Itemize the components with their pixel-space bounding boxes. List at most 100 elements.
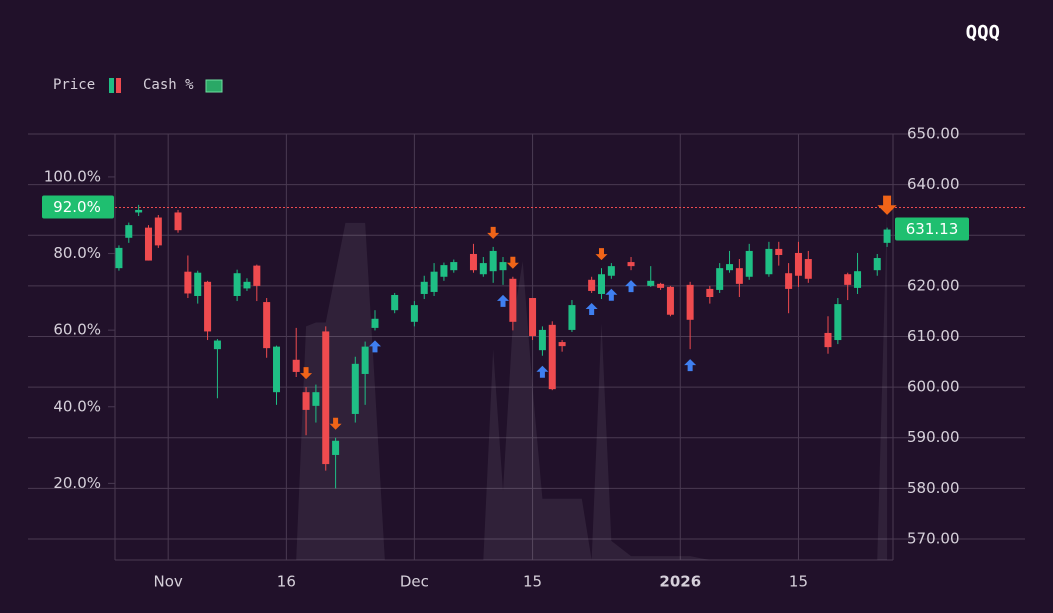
candle-body	[765, 248, 773, 275]
candle-body	[430, 271, 438, 292]
candle-body	[135, 209, 143, 213]
x-tick-label: 2026	[659, 573, 701, 591]
candle-body	[184, 271, 192, 294]
candle-body	[558, 342, 566, 347]
x-tick-label: 15	[789, 573, 808, 591]
candle-body	[322, 331, 330, 465]
legend-icon	[109, 78, 114, 93]
y-tick-label: 570.00	[907, 529, 960, 547]
sell-signal	[329, 417, 342, 430]
x-tick-label: 15	[523, 573, 542, 591]
buy-signal	[585, 302, 598, 315]
sell-signal	[487, 226, 500, 239]
candle-body	[450, 262, 458, 271]
candle-body	[263, 302, 271, 349]
candle-body	[844, 274, 852, 285]
buy-signal	[625, 280, 638, 293]
candle-body	[125, 225, 133, 238]
candle-body	[469, 253, 477, 271]
candle-body	[538, 329, 546, 351]
candle-body	[854, 271, 862, 288]
y2-tick-label: 80.0%	[53, 244, 101, 262]
candle-body	[253, 265, 261, 286]
candle-body	[302, 392, 310, 410]
x-tick-label: 16	[277, 573, 296, 591]
candle-body	[529, 298, 537, 336]
sell-signal	[300, 367, 313, 380]
x-tick-label: Nov	[154, 573, 183, 591]
sell-signal	[877, 195, 897, 215]
candle-body	[174, 212, 182, 231]
candle-body	[785, 273, 793, 289]
last-price-label: 631.13	[906, 220, 959, 238]
candle-body	[804, 259, 812, 279]
buy-signal	[605, 288, 618, 301]
y-tick-label: 580.00	[907, 479, 960, 497]
candle-body	[213, 340, 221, 350]
candle-body	[144, 227, 152, 261]
sell-signal	[595, 248, 608, 261]
candle-body	[873, 258, 881, 271]
candle-body	[273, 346, 281, 393]
candle-body	[233, 273, 241, 296]
candle-body	[312, 392, 320, 406]
y-tick-label: 610.00	[907, 327, 960, 345]
y2-tick-label: 40.0%	[53, 397, 101, 415]
buy-signal	[497, 294, 510, 307]
candle-body	[686, 284, 694, 320]
candle-body	[627, 262, 635, 267]
candle-body	[588, 279, 596, 291]
candle-body	[509, 278, 517, 322]
candle-body	[568, 305, 576, 330]
y-tick-label: 650.00	[907, 125, 960, 143]
candle-body	[745, 250, 753, 277]
candle-body	[775, 248, 783, 255]
x-tick-label: Dec	[400, 573, 429, 591]
candle-body	[292, 359, 300, 372]
candle-body	[794, 252, 802, 276]
candle-body	[420, 281, 428, 294]
candle-body	[883, 229, 891, 243]
candle-body	[548, 324, 556, 390]
candle-body	[391, 294, 399, 311]
candle-body	[371, 318, 379, 328]
candle-body	[716, 268, 724, 290]
candle-body	[657, 283, 665, 288]
candle-body	[647, 280, 655, 286]
buy-signal	[368, 340, 381, 353]
candle-body	[607, 266, 615, 276]
candle-body	[824, 332, 832, 348]
candle-body	[204, 281, 212, 332]
current-cash-label: 92.0%	[53, 198, 101, 216]
candle-body	[834, 304, 842, 341]
candle-body	[410, 305, 418, 322]
legend-icon	[116, 78, 121, 93]
candle-body	[726, 264, 734, 271]
candle-body	[666, 286, 674, 315]
candle-body	[479, 263, 487, 275]
candle-body	[489, 250, 497, 272]
buy-signal	[684, 359, 697, 372]
candle-body	[351, 363, 359, 414]
y-tick-label: 600.00	[907, 378, 960, 396]
legend-icon	[205, 79, 223, 93]
candle-body	[499, 262, 507, 271]
candle-body	[735, 268, 743, 284]
candle-body	[154, 217, 162, 246]
candle-body	[440, 265, 448, 277]
candle-body	[332, 440, 340, 455]
last-price-box	[895, 217, 969, 241]
candle-body	[597, 274, 605, 294]
candle-body	[194, 272, 202, 296]
candle-body	[706, 288, 714, 298]
candle-body	[243, 281, 251, 289]
candle-body	[361, 346, 369, 374]
current-cash-box	[42, 195, 114, 219]
cash-area	[118, 207, 888, 560]
legend-label: Cash %	[143, 77, 194, 93]
candle-body	[115, 247, 123, 269]
sell-signal	[506, 256, 519, 269]
chart-title: QQQ	[966, 22, 1000, 44]
